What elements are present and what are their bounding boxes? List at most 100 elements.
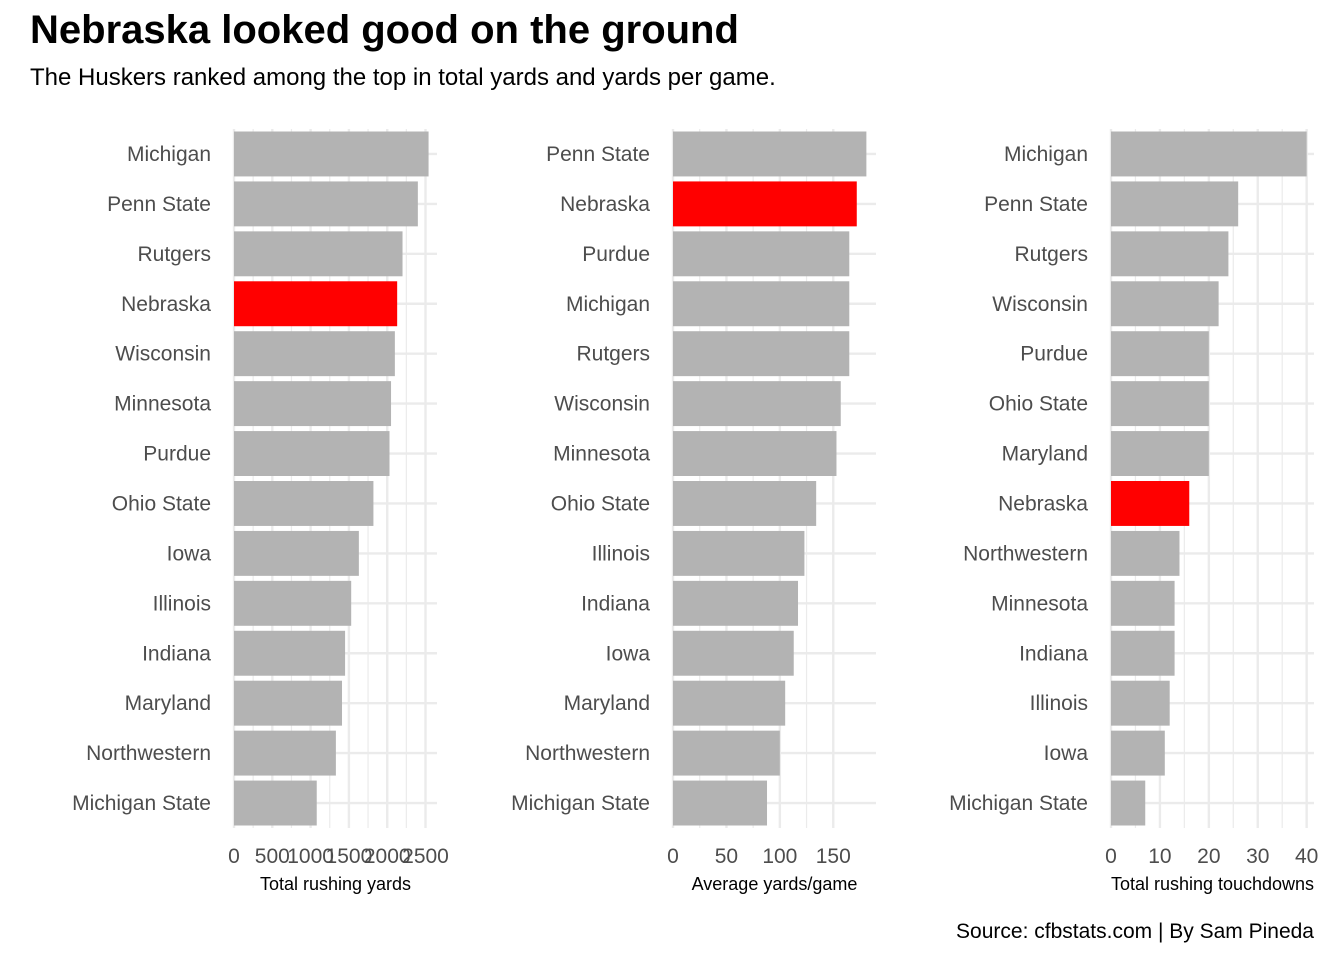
- category-label: Northwestern: [525, 742, 650, 765]
- bar-iowa: [673, 630, 794, 676]
- x-tick-label: 2000: [364, 845, 411, 868]
- bar-nebraska: [234, 281, 398, 327]
- chart-title: Nebraska looked good on the ground: [30, 8, 739, 52]
- category-label: Rutgers: [576, 343, 650, 366]
- category-label: Iowa: [606, 642, 651, 665]
- bar-minnesota: [234, 381, 392, 427]
- category-label: Penn State: [107, 193, 211, 216]
- bar-nebraska: [1111, 480, 1190, 526]
- category-label: Illinois: [1030, 692, 1088, 715]
- category-label: Michigan State: [511, 792, 650, 815]
- category-label: Iowa: [1044, 742, 1089, 765]
- chart-subtitle: The Huskers ranked among the top in tota…: [30, 64, 776, 91]
- bar-indiana: [234, 630, 346, 676]
- category-label: Minnesota: [553, 443, 650, 466]
- bar-maryland: [1111, 431, 1209, 477]
- bar-rutgers: [234, 231, 403, 277]
- bar-indiana: [673, 580, 799, 626]
- bar-michigan: [673, 281, 850, 327]
- bar-ohio-state: [234, 480, 374, 526]
- category-label: Wisconsin: [992, 293, 1088, 316]
- x-tick-label: 150: [816, 845, 851, 868]
- category-label: Wisconsin: [554, 393, 650, 416]
- category-label: Indiana: [142, 642, 211, 665]
- bar-maryland: [234, 680, 343, 726]
- category-label: Michigan State: [72, 792, 211, 815]
- bar-ohio-state: [1111, 381, 1209, 427]
- category-label: Illinois: [592, 542, 650, 565]
- category-label: Northwestern: [963, 542, 1088, 565]
- category-label: Northwestern: [86, 742, 211, 765]
- x-tick-label: 100: [762, 845, 797, 868]
- category-label: Purdue: [1020, 343, 1088, 366]
- x-tick-label: 0: [1105, 845, 1117, 868]
- x-tick-label: 1500: [326, 845, 373, 868]
- category-label: Maryland: [564, 692, 650, 715]
- category-label: Maryland: [1002, 443, 1088, 466]
- x-tick-label: 0: [667, 845, 679, 868]
- x-tick-label: 1000: [287, 845, 334, 868]
- category-label: Michigan State: [949, 792, 1088, 815]
- category-label: Rutgers: [137, 243, 211, 266]
- bar-northwestern: [673, 730, 780, 776]
- bar-michigan-state: [234, 780, 317, 826]
- category-label: Ohio State: [551, 492, 650, 515]
- category-label: Penn State: [984, 193, 1088, 216]
- bar-penn-state: [673, 131, 867, 177]
- category-label: Minnesota: [991, 592, 1088, 615]
- category-label: Iowa: [167, 542, 212, 565]
- bar-wisconsin: [1111, 281, 1219, 327]
- bar-purdue: [673, 231, 850, 277]
- bar-rutgers: [673, 331, 850, 377]
- x-axis-title: Average yards/game: [692, 874, 858, 894]
- x-tick-label: 40: [1295, 845, 1318, 868]
- bar-illinois: [1111, 680, 1170, 726]
- category-label: Indiana: [581, 592, 650, 615]
- category-label: Penn State: [546, 143, 650, 166]
- category-label: Ohio State: [989, 393, 1088, 416]
- bar-penn-state: [234, 181, 418, 227]
- bar-purdue: [1111, 331, 1209, 377]
- bar-purdue: [234, 431, 390, 477]
- category-label: Purdue: [143, 443, 211, 466]
- x-tick-label: 30: [1246, 845, 1269, 868]
- bar-minnesota: [673, 431, 837, 477]
- category-label: Nebraska: [998, 492, 1088, 515]
- category-label: Nebraska: [121, 293, 211, 316]
- x-tick-label: 500: [255, 845, 290, 868]
- bar-michigan-state: [673, 780, 768, 826]
- category-label: Michigan: [566, 293, 650, 316]
- bar-illinois: [673, 530, 805, 576]
- category-label: Nebraska: [560, 193, 650, 216]
- bar-penn-state: [1111, 181, 1239, 227]
- category-label: Michigan: [127, 143, 211, 166]
- category-label: Indiana: [1019, 642, 1088, 665]
- bar-iowa: [234, 530, 359, 576]
- x-tick-label: 20: [1197, 845, 1220, 868]
- x-tick-label: 50: [715, 845, 738, 868]
- bar-minnesota: [1111, 580, 1175, 626]
- bar-maryland: [673, 680, 786, 726]
- bar-northwestern: [1111, 530, 1180, 576]
- bar-illinois: [234, 580, 352, 626]
- category-label: Rutgers: [1014, 243, 1088, 266]
- x-axis-title: Total rushing touchdowns: [1111, 874, 1314, 894]
- bar-iowa: [1111, 730, 1165, 776]
- bar-michigan-state: [1111, 780, 1146, 826]
- bar-michigan: [1111, 131, 1307, 177]
- bar-indiana: [1111, 630, 1175, 676]
- bar-wisconsin: [673, 381, 841, 427]
- category-label: Wisconsin: [115, 343, 211, 366]
- bar-ohio-state: [673, 480, 817, 526]
- x-tick-label: 0: [228, 845, 240, 868]
- category-label: Purdue: [582, 243, 650, 266]
- x-tick-label: 2500: [402, 845, 449, 868]
- x-tick-label: 10: [1148, 845, 1171, 868]
- bar-rutgers: [1111, 231, 1229, 277]
- x-axis-title: Total rushing yards: [260, 874, 411, 894]
- chart-panel-1: Michigan Penn State Rutgers Nebraska Wiscons…: [72, 129, 449, 894]
- category-label: Ohio State: [112, 492, 211, 515]
- chart-panel-3: Michigan Penn State Rutgers Wisconsin Purdue…: [949, 129, 1318, 894]
- chart-panel-2: Penn State Nebraska Purdue Michigan Rutgers W…: [511, 129, 876, 894]
